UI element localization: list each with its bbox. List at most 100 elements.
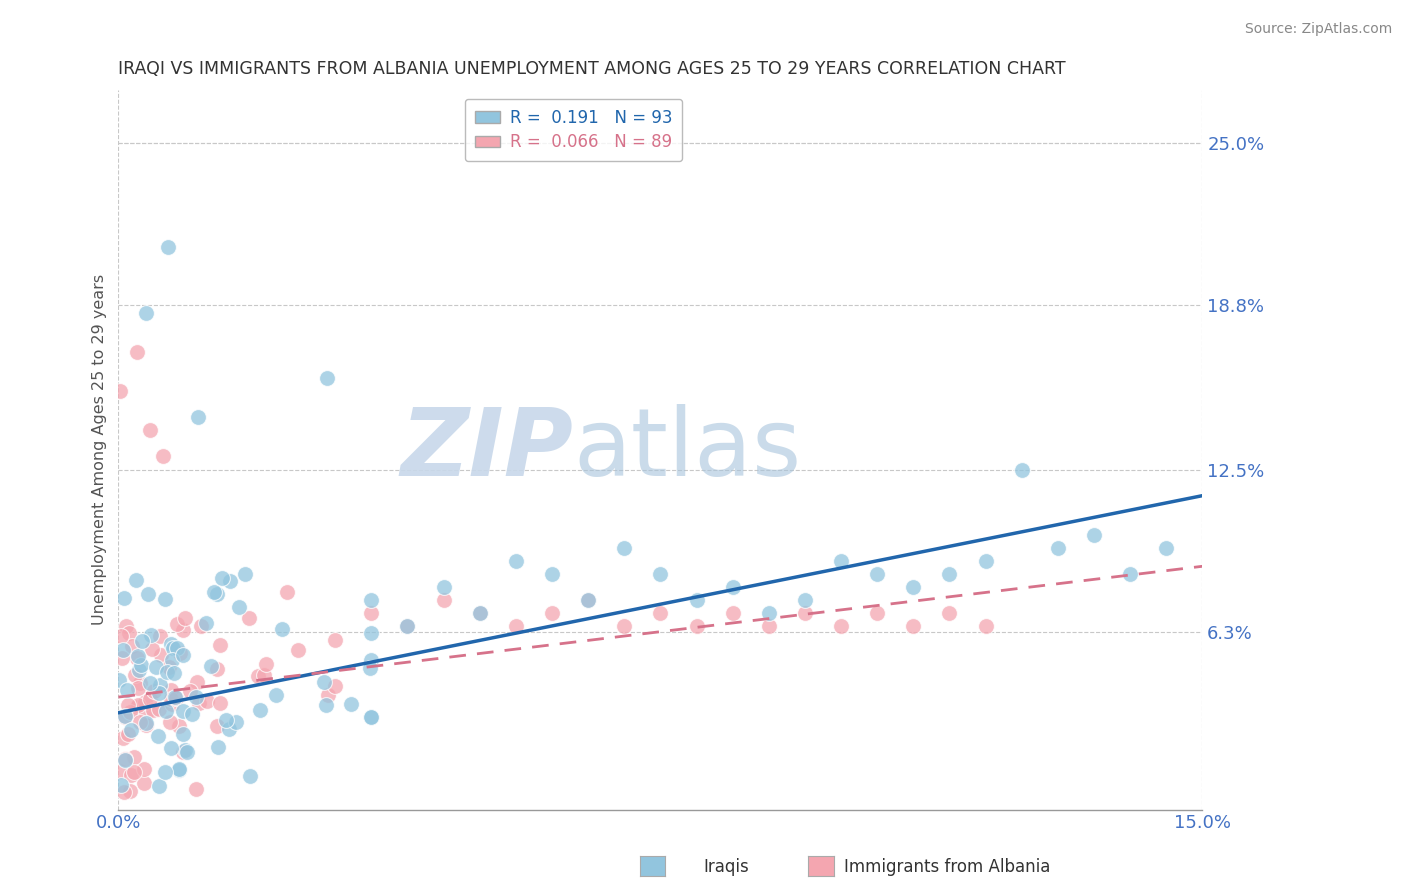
Point: [360, 710, 382, 724]
Point: [132, 762, 155, 776]
Point: [111, 650, 134, 665]
Point: [127, 698, 149, 712]
Point: [139, 692, 162, 706]
Point: [145, 660, 167, 674]
Point: [167, 762, 190, 776]
Point: [1046, 541, 1069, 555]
Point: [166, 640, 188, 655]
Point: [114, 752, 136, 766]
Point: [124, 668, 146, 682]
Point: [118, 784, 141, 798]
Point: [339, 698, 361, 712]
Point: [120, 768, 142, 782]
Point: [159, 714, 181, 729]
Point: [360, 626, 382, 640]
Point: [166, 617, 188, 632]
Point: [139, 423, 162, 437]
Point: [135, 715, 157, 730]
Point: [239, 769, 262, 783]
Point: [160, 692, 183, 706]
Point: [938, 567, 960, 582]
Point: [160, 653, 183, 667]
Point: [650, 567, 672, 582]
Text: atlas: atlas: [574, 404, 801, 496]
Point: [190, 619, 212, 633]
Point: [155, 704, 177, 718]
Point: [143, 683, 166, 698]
Point: [127, 648, 149, 663]
Point: [541, 567, 564, 582]
Point: [167, 763, 190, 777]
Text: Immigrants from Albania: Immigrants from Albania: [844, 858, 1050, 876]
Point: [120, 723, 142, 738]
Point: [124, 765, 146, 780]
Point: [114, 710, 136, 724]
Point: [1119, 567, 1142, 582]
Point: [211, 570, 233, 584]
Point: [613, 541, 636, 555]
Point: [110, 629, 132, 643]
Point: [128, 714, 150, 729]
Point: [146, 729, 169, 743]
Point: [323, 679, 346, 693]
Point: [181, 707, 204, 722]
Point: [197, 694, 219, 708]
Point: [249, 703, 271, 717]
Point: [129, 676, 152, 690]
Text: Source: ZipAtlas.com: Source: ZipAtlas.com: [1244, 22, 1392, 37]
Point: [1011, 462, 1033, 476]
Point: [148, 702, 170, 716]
Point: [247, 669, 270, 683]
Text: Iraqis: Iraqis: [703, 858, 749, 876]
Point: [830, 554, 852, 568]
Point: [650, 607, 672, 621]
Point: [169, 646, 191, 660]
Point: [218, 722, 240, 736]
Point: [187, 410, 209, 425]
Point: [112, 591, 135, 605]
Point: [186, 690, 208, 704]
Point: [360, 593, 382, 607]
Point: [254, 657, 277, 672]
Point: [866, 567, 889, 582]
Point: [129, 657, 152, 672]
Point: [172, 648, 194, 662]
Point: [793, 607, 815, 621]
Point: [139, 628, 162, 642]
Point: [172, 705, 194, 719]
Point: [172, 745, 194, 759]
Point: [111, 731, 134, 746]
Point: [576, 593, 599, 607]
Point: [974, 619, 997, 633]
Point: [112, 643, 135, 657]
Point: [127, 681, 149, 696]
Point: [114, 754, 136, 768]
Point: [120, 705, 142, 719]
Point: [202, 584, 225, 599]
Point: [359, 661, 381, 675]
Point: [135, 305, 157, 319]
Point: [276, 584, 298, 599]
Y-axis label: Unemployment Among Ages 25 to 29 years: Unemployment Among Ages 25 to 29 years: [93, 275, 107, 625]
Point: [136, 586, 159, 600]
Point: [228, 600, 250, 615]
Point: [1083, 528, 1105, 542]
Point: [207, 740, 229, 755]
Point: [121, 640, 143, 654]
Point: [162, 641, 184, 656]
Point: [433, 593, 456, 607]
Point: [186, 674, 208, 689]
Point: [974, 554, 997, 568]
Point: [396, 619, 419, 633]
Point: [793, 593, 815, 607]
Point: [209, 638, 232, 652]
Point: [134, 695, 156, 709]
Legend: R =  0.191   N = 93, R =  0.066   N = 89: R = 0.191 N = 93, R = 0.066 N = 89: [465, 99, 682, 161]
Point: [721, 607, 744, 621]
Point: [114, 709, 136, 723]
Point: [200, 659, 222, 673]
Point: [433, 580, 456, 594]
Point: [172, 727, 194, 741]
Point: [135, 706, 157, 720]
Point: [160, 698, 183, 712]
